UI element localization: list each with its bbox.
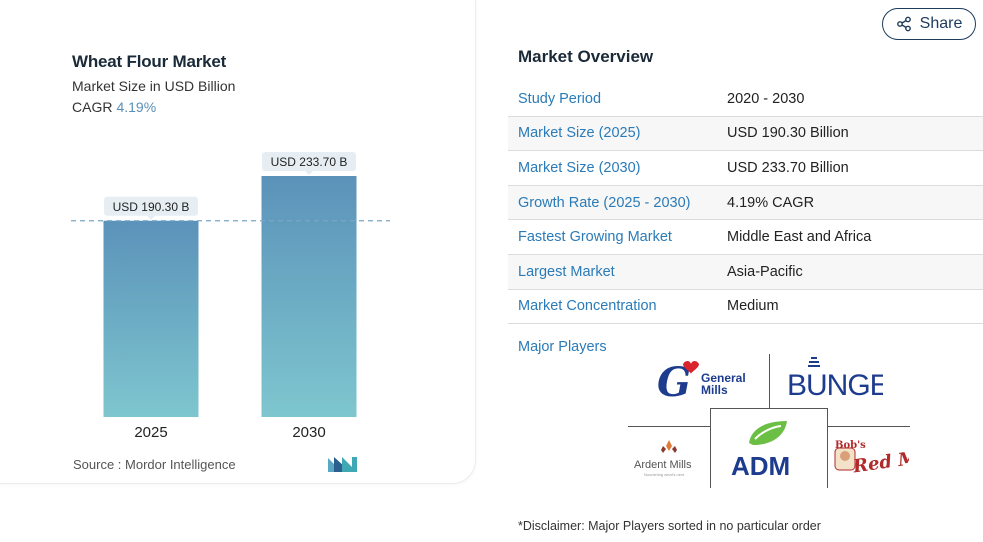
share-label: Share: [919, 15, 963, 32]
share-icon: [896, 16, 911, 32]
overview-key: Largest Market: [518, 263, 615, 280]
overview-value: USD 233.70 Billion: [727, 159, 849, 176]
overview-table: Study Period 2020 - 2030 Market Size (2025…: [508, 82, 983, 325]
overview-value: USD 190.30 Billion: [727, 125, 849, 142]
overview-row: Market Concentration Medium: [508, 290, 983, 325]
general-mills-logo: G General Mills: [652, 356, 758, 406]
divider: [710, 408, 827, 409]
adm-logo: ADM: [718, 414, 822, 482]
chart-title: Wheat Flour Market: [72, 52, 227, 71]
divider: [827, 408, 828, 488]
overview-value: Medium: [727, 298, 779, 315]
divider: [710, 408, 711, 488]
svg-text:BUNGE: BUNGE: [787, 369, 883, 402]
svg-text:ADM: ADM: [731, 451, 790, 481]
overview-key: Market Concentration: [518, 298, 657, 315]
overview-key: Market Size (2025): [518, 125, 641, 142]
overview-row: Study Period 2020 - 2030: [508, 82, 983, 117]
overview-key: Fastest Growing Market: [518, 229, 672, 246]
overview-key: Growth Rate (2025 - 2030): [518, 194, 691, 211]
source-text: Source : Mordor Intelligence: [73, 457, 236, 472]
cagr-label: CAGR: [72, 99, 113, 115]
data-label-bg: [262, 152, 356, 171]
overview-value: 4.19% CAGR: [727, 194, 815, 211]
svg-text:Nourishing what's next: Nourishing what's next: [644, 472, 685, 477]
data-label: USD 190.30 B: [113, 200, 190, 214]
divider: [827, 426, 910, 427]
disclaimer: *Disclaimer: Major Players sorted in no …: [518, 519, 821, 533]
svg-text:Ardent Mills: Ardent Mills: [634, 459, 692, 471]
cagr-line: CAGR 4.19%: [72, 99, 156, 115]
major-players-logos: G General Mills BUNGE Ardent Mills Nouri…: [628, 352, 910, 488]
overview-value: 2020 - 2030: [727, 90, 805, 107]
chart-subtitle: Market Size in USD Billion: [72, 78, 236, 94]
data-label-pointer: [305, 171, 313, 175]
svg-text:Bob's: Bob's: [835, 440, 866, 451]
data-label-bg: [104, 196, 198, 216]
bar-chart: USD 190.30 B 2025 USD 233.70 B 2030: [71, 152, 390, 441]
bobs-red-mill-logo: Bob's Red Mill: [830, 434, 910, 484]
overview-value: Asia-Pacific: [727, 263, 803, 280]
ardent-mills-logo: Ardent Mills Nourishing what's next: [630, 436, 708, 480]
bar: [261, 176, 357, 417]
bunge-logo: BUNGE: [778, 354, 888, 406]
x-tick-label: 2025: [134, 424, 167, 441]
cagr-value: 4.19%: [116, 99, 157, 115]
bar: [103, 220, 199, 417]
mordor-logo-icon: [328, 457, 357, 472]
x-tick-label: 2030: [292, 424, 325, 441]
overview-row: Market Size (2030) USD 233.70 Billion: [508, 151, 983, 186]
overview-key: Market Size (2030): [518, 159, 641, 176]
overview-row: Largest Market Asia-Pacific: [508, 254, 983, 290]
overview-row: Fastest Growing Market Middle East and Af…: [508, 220, 983, 255]
divider: [769, 354, 770, 408]
overview-title: Market Overview: [518, 47, 654, 66]
divider: [628, 426, 710, 427]
svg-text:Mills: Mills: [701, 383, 728, 397]
data-label-pointer: [147, 215, 155, 220]
share-button[interactable]: Share: [882, 8, 976, 40]
data-label: USD 233.70 B: [271, 155, 348, 169]
chart-card: [0, 0, 476, 484]
overview-key: Study Period: [518, 90, 602, 107]
general-mills-wordmark: General: [701, 371, 746, 385]
overview-row: Market Size (2025) USD 190.30 Billion: [508, 116, 983, 152]
overview-value: Middle East and Africa: [727, 229, 872, 246]
major-players-label: Major Players: [518, 339, 607, 355]
overview-row: Growth Rate (2025 - 2030) 4.19% CAGR: [508, 185, 983, 221]
